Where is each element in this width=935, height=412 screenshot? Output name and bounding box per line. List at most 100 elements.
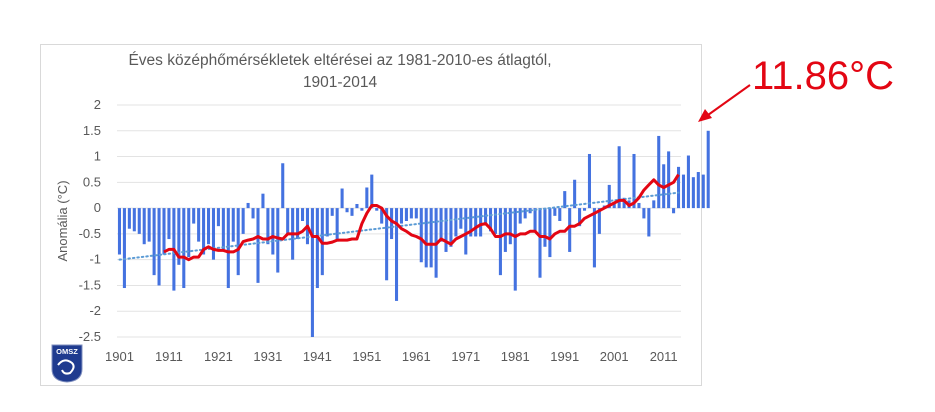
bar — [241, 208, 245, 234]
bar — [479, 208, 483, 237]
chart-title: Éves középhőmérsékletek eltérései az 198… — [128, 52, 552, 91]
callout-arrow — [707, 84, 751, 116]
bar — [652, 200, 656, 209]
bar — [216, 208, 220, 227]
axis-labels: 2 1.5 1 0.5 0 -0.5 -1 -1.5 -2 -2.5 1901 1911 1921 193… — [55, 97, 678, 364]
x-tick-label: 1921 — [204, 349, 233, 364]
bar — [261, 193, 265, 209]
bar — [266, 208, 270, 245]
bar — [127, 208, 131, 229]
bar — [617, 146, 621, 209]
x-tick-label: 1901 — [105, 349, 134, 364]
y-tick-label: 2 — [94, 97, 101, 112]
bar — [197, 208, 201, 242]
moving-average-line — [163, 173, 680, 262]
y-tick-label: 0.5 — [83, 174, 101, 189]
bar — [592, 208, 596, 268]
moving-average-layer — [163, 173, 680, 262]
bar — [296, 208, 300, 240]
y-tick-label: 0 — [94, 200, 101, 215]
bar — [350, 208, 354, 216]
bar — [281, 163, 285, 209]
bar — [419, 208, 423, 263]
bar — [182, 208, 186, 289]
bar — [286, 208, 290, 234]
bar — [385, 208, 389, 281]
bar — [543, 208, 547, 247]
y-tick-label: -0.5 — [79, 226, 101, 241]
bar — [607, 184, 611, 209]
bar — [202, 208, 206, 255]
y-tick-label: 1.5 — [83, 123, 101, 138]
bar — [449, 208, 453, 247]
bar — [696, 172, 700, 209]
bar — [162, 208, 166, 255]
x-tick-label: 1941 — [303, 349, 332, 364]
bar — [642, 208, 646, 219]
bar — [251, 208, 255, 219]
bar — [236, 208, 240, 276]
bar — [424, 208, 428, 268]
bar — [672, 208, 676, 214]
bar — [518, 208, 522, 224]
bar — [464, 208, 468, 255]
bar — [632, 153, 636, 209]
bar — [390, 208, 394, 240]
bar — [439, 208, 443, 242]
bar — [508, 208, 512, 245]
bar — [177, 208, 181, 265]
bar — [637, 202, 641, 209]
bar — [122, 208, 126, 289]
bar — [488, 208, 493, 232]
bar — [429, 208, 433, 268]
bar — [335, 208, 339, 242]
bar — [568, 208, 572, 252]
bar — [221, 208, 225, 250]
bar — [681, 174, 686, 209]
bar — [523, 208, 527, 219]
bar — [558, 208, 562, 221]
bar — [330, 208, 334, 216]
bar — [414, 208, 418, 219]
bar — [226, 208, 230, 289]
bar — [340, 188, 344, 209]
callout-arrow-layer — [698, 84, 751, 122]
bar — [394, 208, 399, 301]
y-tick-label: -1 — [89, 252, 101, 267]
y-tick-label: -2.5 — [79, 329, 101, 344]
y-tick-label: -1.5 — [79, 277, 101, 292]
y-tick-label: -2 — [89, 303, 101, 318]
bar — [300, 208, 305, 221]
bar — [647, 208, 651, 237]
bar — [548, 208, 552, 258]
x-tick-label: 1931 — [253, 349, 282, 364]
y-tick-label: 1 — [94, 149, 101, 164]
x-tick-label: 1951 — [352, 349, 381, 364]
bar — [137, 208, 141, 234]
bar — [246, 202, 250, 209]
bar — [192, 208, 196, 224]
bar — [147, 208, 151, 242]
callout-arrowhead — [698, 109, 712, 122]
bar — [533, 208, 537, 232]
bar — [686, 155, 690, 209]
bar — [573, 179, 577, 209]
x-tick-label: 1971 — [451, 349, 480, 364]
bar — [117, 208, 122, 255]
bar — [256, 208, 260, 283]
bar — [454, 208, 458, 237]
omsz-logo: OMSZ — [51, 344, 83, 383]
bar — [612, 202, 616, 209]
bar — [657, 135, 661, 209]
bar — [142, 208, 146, 245]
y-axis-label: Anomália (°C) — [55, 180, 70, 261]
bar — [315, 208, 319, 289]
bar — [474, 208, 478, 237]
annotation-temperature: 11.86°C — [752, 54, 895, 98]
bar — [310, 208, 314, 337]
bar — [355, 203, 359, 209]
x-tick-label: 1961 — [402, 349, 431, 364]
bar — [582, 208, 587, 211]
bar — [667, 151, 671, 209]
